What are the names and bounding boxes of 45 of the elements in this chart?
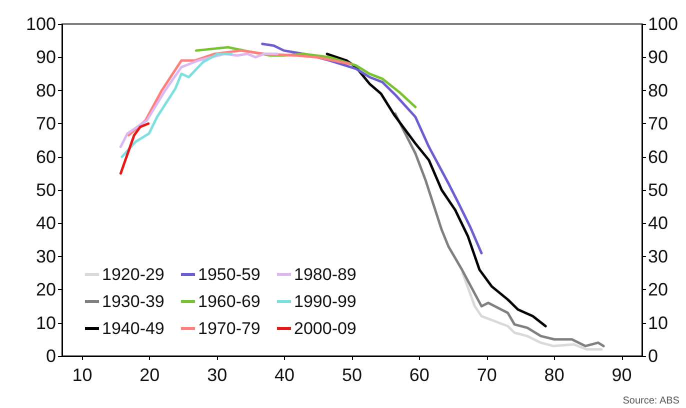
line-series xyxy=(119,122,150,175)
legend-label: 1960-69 xyxy=(198,292,260,311)
legend-label: 1980-89 xyxy=(294,265,356,284)
y2-tick-label: 50 xyxy=(648,180,668,200)
y-tick-label: 20 xyxy=(36,280,56,300)
y-tick-label: 0 xyxy=(46,346,56,366)
x-tick-label: 30 xyxy=(207,365,228,385)
line-series xyxy=(461,272,603,351)
y2-tick-label: 20 xyxy=(648,280,668,300)
y-tick-label: 40 xyxy=(36,213,56,234)
y-tick-label: 60 xyxy=(36,146,56,167)
y-tick-label: 80 xyxy=(36,80,56,100)
y-tick-label: 10 xyxy=(36,312,56,333)
y2-tick-label: 70 xyxy=(648,114,668,134)
y2-tick-label: 40 xyxy=(648,213,668,234)
legend-label: 1990-99 xyxy=(294,292,356,311)
x-tick-label: 70 xyxy=(476,365,497,385)
y-tick-label: 30 xyxy=(36,246,56,266)
y2-tick-label: 100 xyxy=(648,14,678,34)
x-tick-label: 50 xyxy=(342,365,362,385)
y2-tick-label: 60 xyxy=(648,146,668,167)
x-tick-label: 90 xyxy=(612,365,632,385)
y-tick-label: 100 xyxy=(26,14,56,34)
y-tick-label: 90 xyxy=(36,47,56,68)
y2-tick-label: 30 xyxy=(648,246,668,266)
y-tick-label: 70 xyxy=(36,114,56,134)
legend-label: 1920-29 xyxy=(102,265,164,284)
y2-tick-label: 10 xyxy=(648,312,668,333)
y2-tick-label: 0 xyxy=(648,346,658,366)
x-tick-label: 40 xyxy=(274,365,295,385)
legend-label: 1930-39 xyxy=(102,292,164,311)
x-tick-label: 60 xyxy=(409,365,430,385)
x-tick-label: 80 xyxy=(544,365,564,385)
legend-label: 2000-09 xyxy=(294,319,356,338)
legend-label: 1950-59 xyxy=(198,265,260,284)
x-tick-label: 10 xyxy=(72,365,92,385)
legend-label: 1940-49 xyxy=(102,319,164,338)
line-series xyxy=(394,112,605,348)
source-note: Source: ABS xyxy=(622,396,680,406)
y2-tick-label: 90 xyxy=(648,47,668,68)
y2-tick-label: 80 xyxy=(648,80,668,100)
line-series xyxy=(120,52,233,158)
y-tick-label: 50 xyxy=(36,180,56,200)
legend-label: 1970-79 xyxy=(198,319,260,338)
x-tick-label: 20 xyxy=(140,365,160,385)
